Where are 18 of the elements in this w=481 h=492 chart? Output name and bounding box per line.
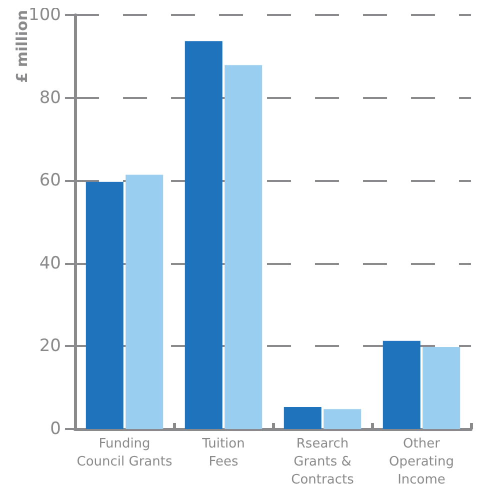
- x-tick-label: Rsearch Grants & Contracts: [291, 436, 354, 488]
- y-tick-label: 80: [39, 88, 61, 108]
- bar: [382, 340, 420, 429]
- y-tick-label: 20: [39, 336, 61, 356]
- bar: [86, 182, 124, 429]
- x-tick-label: Other Operating Income: [389, 436, 454, 488]
- bar: [284, 407, 322, 429]
- y-tick-label: 60: [39, 170, 61, 191]
- x-tick-label: Funding Council Grants: [76, 436, 172, 470]
- bar: [422, 347, 460, 429]
- bar: [126, 174, 164, 429]
- y-tick-label: 0: [50, 419, 61, 439]
- y-tick-label: 40: [39, 253, 61, 274]
- x-tick-label: Tuition Fees: [201, 436, 245, 470]
- bar: [324, 409, 362, 429]
- y-axis-title: £ million: [13, 10, 31, 83]
- bar: [184, 41, 222, 429]
- bar: [224, 65, 262, 429]
